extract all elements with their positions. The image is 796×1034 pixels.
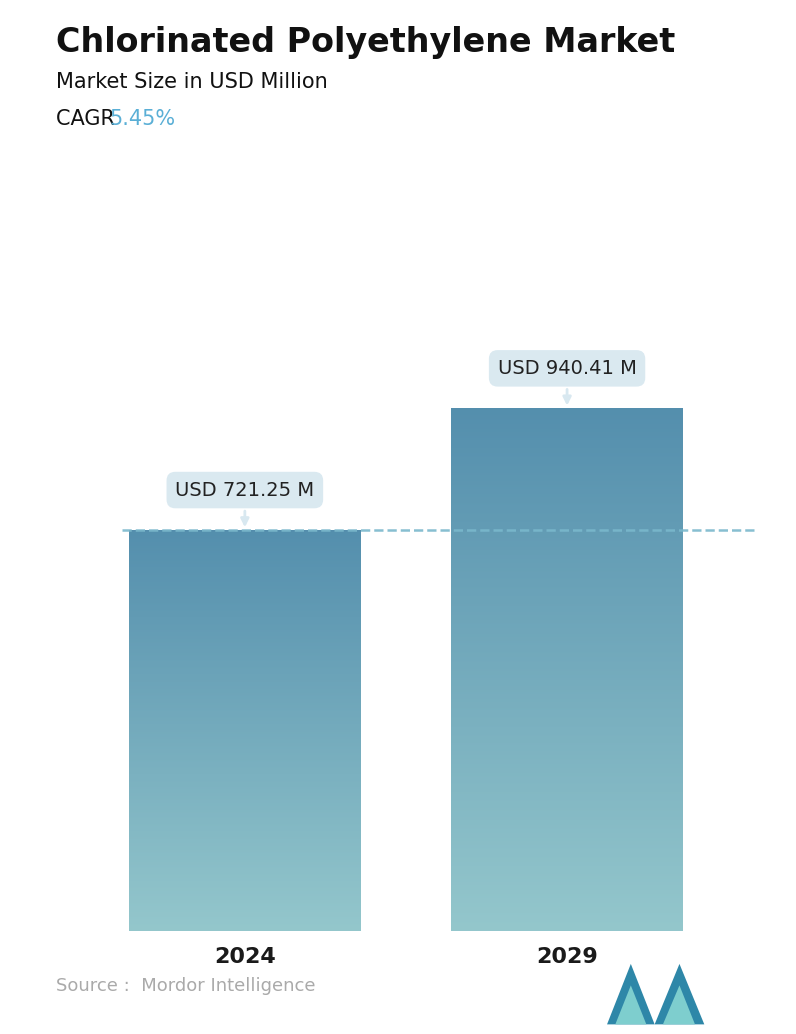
Text: Chlorinated Polyethylene Market: Chlorinated Polyethylene Market xyxy=(56,26,675,59)
Polygon shape xyxy=(654,964,704,1025)
Polygon shape xyxy=(607,964,654,1025)
Text: USD 721.25 M: USD 721.25 M xyxy=(175,481,314,524)
Text: Source :  Mordor Intelligence: Source : Mordor Intelligence xyxy=(56,977,315,995)
Text: USD 940.41 M: USD 940.41 M xyxy=(498,359,637,402)
Polygon shape xyxy=(663,985,695,1025)
Polygon shape xyxy=(615,985,646,1025)
Text: CAGR: CAGR xyxy=(56,109,121,128)
Text: Market Size in USD Million: Market Size in USD Million xyxy=(56,72,327,92)
Text: 5.45%: 5.45% xyxy=(110,109,176,128)
